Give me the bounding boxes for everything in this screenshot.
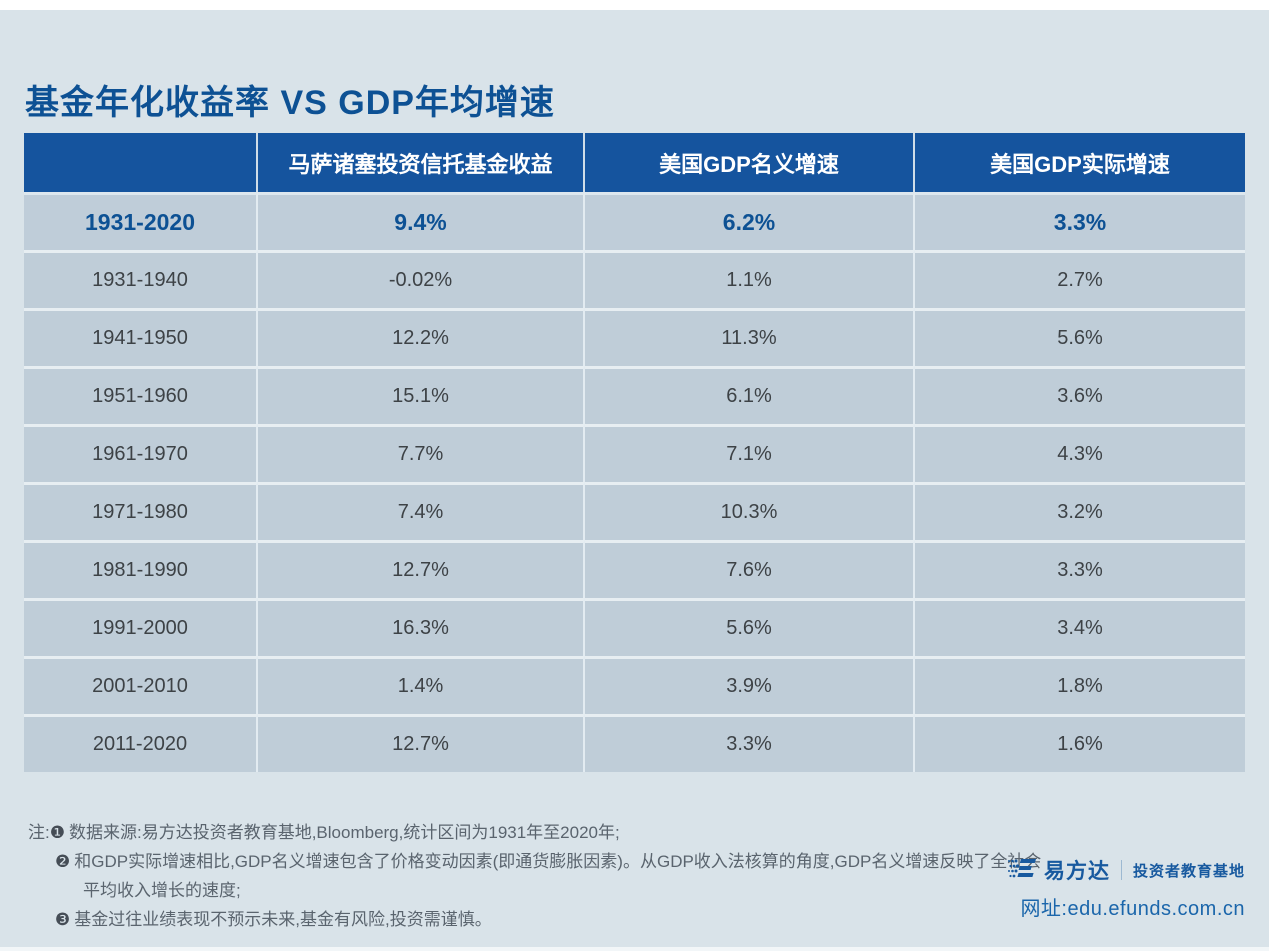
table-row: 1971-1980 7.4% 10.3% 3.2% [24,482,1245,540]
value-cell: 12.2% [258,308,585,366]
value-cell: 15.1% [258,366,585,424]
value-cell: 7.7% [258,424,585,482]
value-cell: 10.3% [585,482,915,540]
value-cell: 3.3% [915,192,1245,250]
value-cell: 3.4% [915,598,1245,656]
value-cell: 6.1% [585,366,915,424]
period-cell: 1961-1970 [24,424,258,482]
header-cell-period [24,133,258,192]
header-cell: 马萨诸塞投资信托基金收益 [258,133,585,192]
period-cell: 1931-1940 [24,250,258,308]
note-2-bullet-icon: ❷ [55,852,71,871]
value-cell: -0.02% [258,250,585,308]
note-2-text: 和GDP实际增速相比,GDP名义增速包含了价格变动因素(即通货膨胀因素)。从GD… [74,852,1042,871]
table-row: 1981-1990 12.7% 7.6% 3.3% [24,540,1245,598]
period-cell: 1981-1990 [24,540,258,598]
value-cell: 3.6% [915,366,1245,424]
note-line-1: 注:❶ 数据来源:易方达投资者教育基地,Bloomberg,统计区间为1931年至… [28,818,1038,847]
value-cell: 4.3% [915,424,1245,482]
url-prefix: 网址: [1020,898,1068,920]
table-row: 1991-2000 16.3% 5.6% 3.4% [24,598,1245,656]
table-row: 1961-1970 7.7% 7.1% 4.3% [24,424,1245,482]
value-cell: 3.3% [585,714,915,772]
value-cell: 7.4% [258,482,585,540]
period-cell: 1971-1980 [24,482,258,540]
table-row: 1931-1940 -0.02% 1.1% 2.7% [24,250,1245,308]
value-cell: 6.2% [585,192,915,250]
value-cell: 5.6% [915,308,1245,366]
note-1-text: 数据来源:易方达投资者教育基地,Bloomberg,统计区间为1931年至202… [68,823,620,842]
table-body: 1931-2020 9.4% 6.2% 3.3% 1931-1940 -0.02% 1.1%… [24,192,1245,772]
comparison-table: 马萨诸塞投资信托基金收益 美国GDP名义增速 美国GDP实际增速 1931-2020… [24,133,1245,772]
value-cell: 9.4% [258,192,585,250]
value-cell: 3.2% [915,482,1245,540]
brand-line: 易方达 投资者教育基地 [1007,855,1245,885]
period-cell: 2011-2020 [24,714,258,772]
value-cell: 12.7% [258,540,585,598]
period-cell: 1931-2020 [24,192,258,250]
note-line-2: ❷ 和GDP实际增速相比,GDP名义增速包含了价格变动因素(即通货膨胀因素)。从G… [28,847,1042,876]
value-cell: 3.9% [585,656,915,714]
value-cell: 7.1% [585,424,915,482]
value-cell: 3.3% [915,540,1245,598]
brand-tagline: 投资者教育基地 [1132,862,1245,880]
period-cell: 1951-1960 [24,366,258,424]
period-cell: 1991-2000 [24,598,258,656]
website-url: 网址:edu.efunds.com.cn [1007,892,1245,921]
value-cell: 1.8% [915,656,1245,714]
value-cell: 1.1% [585,250,915,308]
bottom-white-strip [0,947,1269,951]
note-line-4: ❸ 基金过往业绩表现不预示未来,基金有风险,投资需谨慎。 [28,905,1038,934]
table-header-row: 马萨诸塞投资信托基金收益 美国GDP名义增速 美国GDP实际增速 [24,133,1245,192]
page-title: 基金年化收益率 VS GDP年均增速 [25,83,555,122]
brand-divider [1120,860,1122,880]
value-cell: 2.7% [915,250,1245,308]
table-row: 1941-1950 12.2% 11.3% 5.6% [24,308,1245,366]
note-prefix: 注: [28,823,50,842]
note-1-bullet-icon: ❶ [49,823,65,842]
top-white-strip [0,0,1269,10]
value-cell: 12.7% [258,714,585,772]
header-cell: 美国GDP名义增速 [585,133,915,192]
footnotes: 注:❶ 数据来源:易方达投资者教育基地,Bloomberg,统计区间为1931年至… [28,818,1042,934]
header-cell: 美国GDP实际增速 [915,133,1245,192]
brand-footer: 易方达 投资者教育基地 网址:edu.efunds.com.cn [1007,855,1245,921]
table-row: 2011-2020 12.7% 3.3% 1.6% [24,714,1245,772]
value-cell: 7.6% [585,540,915,598]
note-3-text: 基金过往业绩表现不预示未来,基金有风险,投资需谨慎。 [74,910,492,929]
note-2-continuation: 平均收入增长的速度; [83,881,241,900]
period-cell: 2001-2010 [24,656,258,714]
url-value: edu.efunds.com.cn [1067,898,1245,920]
value-cell: 16.3% [258,598,585,656]
note-line-3: 平均收入增长的速度; [28,876,1038,905]
value-cell: 1.4% [258,656,585,714]
value-cell: 1.6% [915,714,1245,772]
value-cell: 5.6% [585,598,915,656]
value-cell: 11.3% [585,308,915,366]
table-row: 1931-2020 9.4% 6.2% 3.3% [24,192,1245,250]
table-row: 2001-2010 1.4% 3.9% 1.8% [24,656,1245,714]
period-cell: 1941-1950 [24,308,258,366]
efunds-logo-icon [1007,857,1037,884]
brand-name: 易方达 [1043,860,1110,883]
table-row: 1951-1960 15.1% 6.1% 3.6% [24,366,1245,424]
note-3-bullet-icon: ❸ [55,910,71,929]
